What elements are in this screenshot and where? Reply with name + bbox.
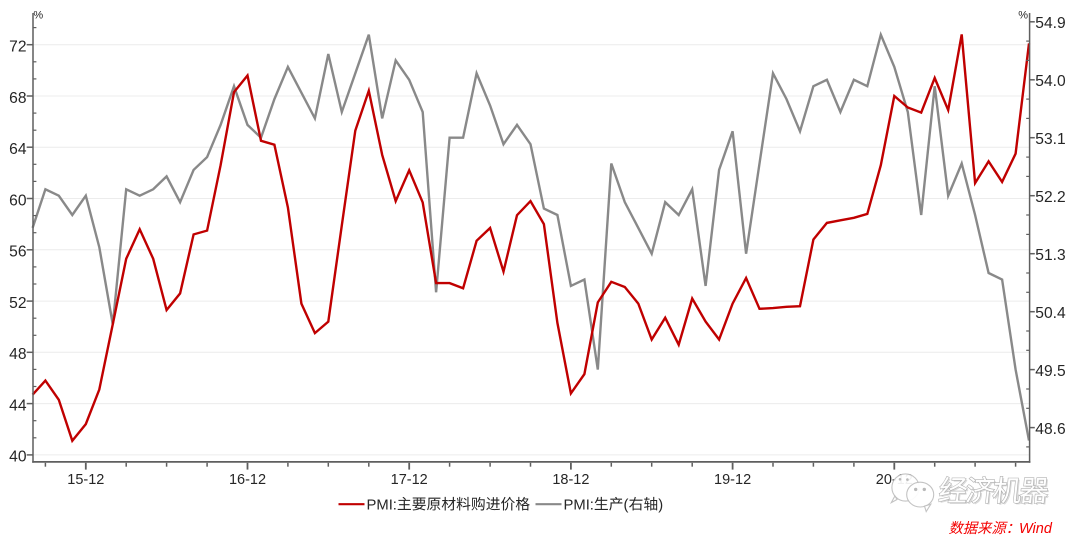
svg-text:48.6: 48.6: [1035, 421, 1065, 438]
svg-text:54.0: 54.0: [1035, 73, 1066, 90]
svg-text:56: 56: [9, 244, 26, 261]
svg-text:16-12: 16-12: [229, 472, 266, 488]
svg-text:64: 64: [9, 141, 27, 158]
svg-text:68: 68: [9, 90, 26, 107]
svg-text:50.4: 50.4: [1035, 305, 1066, 322]
svg-text:(: (: [624, 497, 629, 513]
svg-text:40: 40: [9, 449, 27, 466]
svg-text:53.1: 53.1: [1035, 131, 1065, 148]
svg-text:PMI:: PMI:: [367, 497, 397, 513]
svg-text:51.3: 51.3: [1035, 247, 1065, 264]
svg-text:54.9: 54.9: [1035, 15, 1065, 32]
svg-text:15-12: 15-12: [67, 472, 104, 488]
svg-text:52.2: 52.2: [1035, 189, 1065, 206]
svg-text:19-12: 19-12: [714, 472, 751, 488]
svg-text:17-12: 17-12: [391, 472, 428, 488]
svg-text:60: 60: [9, 192, 27, 209]
svg-text:%: %: [33, 10, 43, 22]
svg-text:44: 44: [9, 397, 27, 414]
svg-text:72: 72: [9, 39, 26, 56]
svg-text:%: %: [1018, 10, 1028, 22]
svg-text:Wind: Wind: [1019, 521, 1053, 537]
svg-text:PMI:: PMI:: [564, 497, 594, 513]
svg-text:52: 52: [9, 295, 26, 312]
svg-text:18-12: 18-12: [552, 472, 589, 488]
svg-text:48: 48: [9, 346, 26, 363]
svg-text:49.5: 49.5: [1035, 363, 1066, 380]
svg-text:): ): [658, 497, 663, 513]
